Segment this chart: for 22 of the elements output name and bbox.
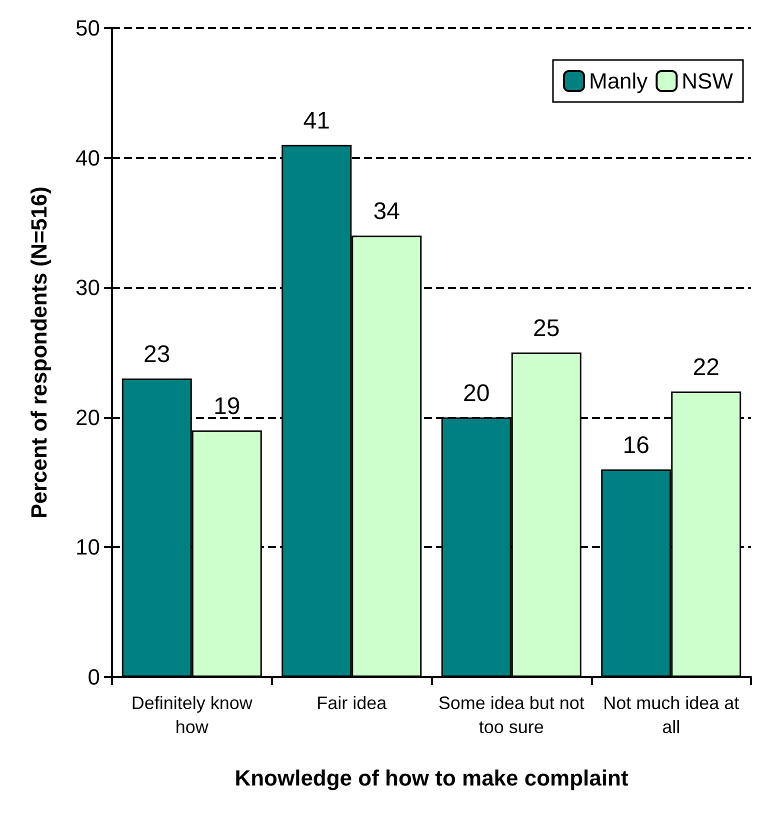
x-tick-label: Some idea but not too sure (438, 693, 584, 737)
y-tick-label: 50 (76, 16, 100, 40)
legend-label: NSW (682, 68, 734, 94)
data-label: 22 (692, 354, 720, 381)
y-axis-title: Percent of respondents (N=516) (26, 186, 52, 518)
y-tick-label: 30 (76, 275, 100, 300)
data-label: 25 (533, 315, 560, 342)
y-tick-label: 40 (76, 145, 100, 170)
data-label: 16 (622, 432, 650, 459)
x-tick-label: Fair idea (316, 693, 388, 713)
y-tick-label: 20 (76, 404, 100, 430)
y-tick-label: 0 (88, 664, 100, 690)
x-axis-title: Knowledge of how to make complaint (234, 766, 629, 790)
legend-label: Manly (588, 68, 648, 94)
data-label: 34 (373, 198, 400, 226)
y-tick-label: 10 (76, 534, 100, 560)
data-label: 41 (303, 107, 330, 134)
x-tick-label: Definitely know how (131, 693, 254, 737)
x-tick-label: Not much idea at all (603, 693, 740, 737)
data-label: 19 (214, 392, 240, 420)
data-label: 23 (144, 340, 170, 368)
data-label: 20 (463, 380, 490, 407)
